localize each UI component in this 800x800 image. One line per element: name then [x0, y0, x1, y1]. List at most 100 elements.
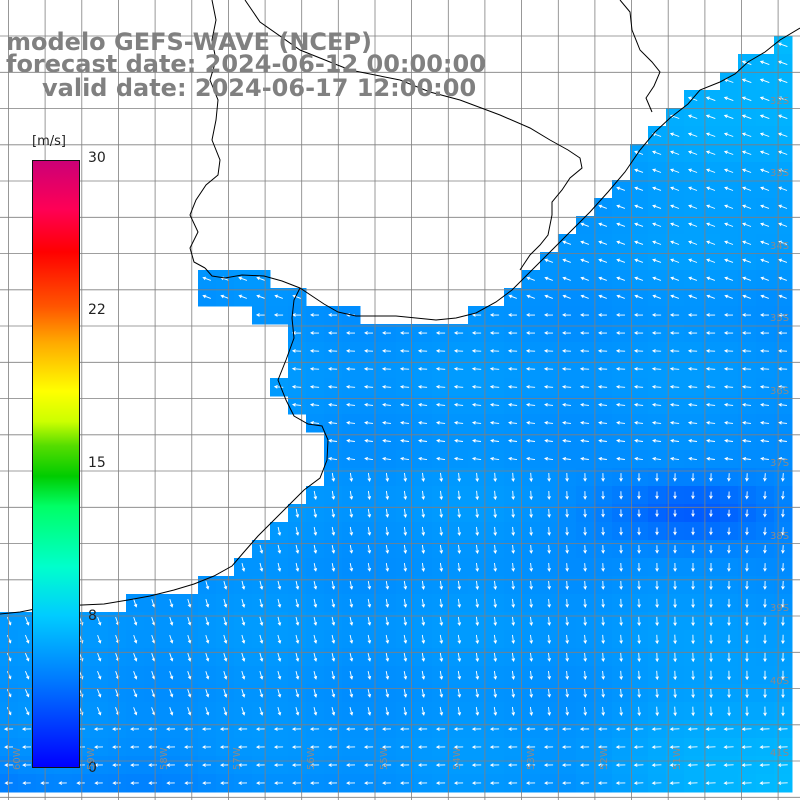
wind-arrow: [511, 706, 516, 716]
wind-arrow: [76, 781, 85, 785]
wind-arrow: [205, 707, 210, 716]
wind-arrow: [133, 707, 138, 716]
wind-arrow: [583, 670, 588, 680]
wind-arrow: [418, 438, 428, 443]
wind-arrow: [421, 688, 426, 698]
wind-arrow: [385, 472, 390, 482]
wind-arrow: [616, 313, 626, 317]
wind-arrow: [759, 385, 770, 389]
wind-arrow: [223, 688, 228, 698]
wind-arrow: [295, 526, 300, 536]
wind-arrow: [655, 580, 659, 591]
wind-arrow: [310, 420, 320, 425]
wind-arrow: [543, 745, 554, 749]
wind-arrow: [130, 745, 140, 749]
wind-arrow: [421, 652, 426, 662]
wind-arrow: [763, 652, 767, 663]
wind-speed-cells: [0, 36, 793, 793]
wind-arrow: [313, 526, 318, 536]
wind-arrow: [489, 402, 500, 407]
wind-arrow: [241, 706, 246, 716]
wind-arrow: [637, 688, 642, 699]
wind-arrow: [652, 132, 662, 137]
wind-arrow: [489, 763, 500, 767]
wind-arrow: [439, 598, 444, 609]
wind-arrow: [309, 745, 320, 749]
wind-arrow: [634, 313, 644, 317]
wind-arrow: [705, 367, 716, 371]
wind-arrow: [511, 634, 516, 645]
wind-arrow: [706, 456, 715, 461]
wind-arrow: [489, 384, 500, 389]
wind-arrow: [616, 186, 626, 191]
wind-arrow: [669, 132, 680, 137]
wind-arrow: [741, 96, 752, 102]
wind-arrow: [241, 634, 246, 644]
wind-arrow: [687, 313, 698, 317]
wind-arrow: [652, 150, 662, 155]
wind-arrow: [543, 763, 554, 767]
wind-arrow: [24, 707, 30, 716]
wind-arrow: [670, 276, 680, 281]
wind-arrow: [385, 526, 390, 536]
wind-arrow: [745, 527, 749, 536]
wind-arrow: [295, 562, 300, 572]
wind-arrow: [327, 727, 338, 731]
wind-arrow: [400, 331, 410, 335]
wind-arrow: [385, 545, 390, 554]
wind-arrow: [97, 634, 102, 644]
wind-arrow: [346, 727, 356, 731]
wind-arrow: [760, 204, 770, 209]
wind-arrow: [763, 706, 767, 717]
wind-arrow: [781, 545, 785, 554]
wind-arrow: [328, 456, 338, 461]
wind-arrow: [364, 349, 374, 353]
wind-arrow: [742, 438, 752, 443]
wind-arrow: [349, 634, 354, 644]
wind-arrow: [705, 745, 716, 749]
wind-arrow: [291, 331, 302, 335]
latitude-label: 38S: [770, 531, 790, 542]
wind-arrow: [637, 652, 641, 663]
wind-arrow: [669, 727, 680, 731]
wind-arrow: [21, 727, 32, 731]
wind-arrow: [763, 688, 767, 699]
wind-arrow: [669, 781, 680, 785]
wind-arrow: [367, 616, 372, 626]
wind-arrow: [525, 349, 536, 353]
latitude-label: 34S: [770, 241, 790, 252]
wind-arrow: [615, 402, 626, 407]
wind-arrow: [381, 385, 392, 389]
wind-arrow: [565, 527, 569, 536]
wind-arrow: [616, 276, 626, 281]
wind-arrow: [544, 331, 554, 335]
wind-arrow: [724, 420, 734, 425]
wind-arrow: [619, 652, 623, 663]
wind-arrow: [778, 240, 788, 245]
wind-arrow: [382, 420, 392, 425]
wind-arrow: [763, 509, 767, 518]
wind-arrow: [745, 670, 749, 681]
wind-arrow: [634, 168, 644, 173]
wind-arrow: [705, 420, 716, 425]
wind-arrow: [562, 331, 572, 335]
wind-arrow: [709, 688, 713, 699]
wind-arrow: [759, 745, 770, 749]
wind-arrow: [688, 438, 698, 443]
wind-arrow: [615, 763, 626, 767]
wind-arrow: [561, 385, 572, 389]
wind-arrow: [723, 745, 734, 749]
wind-arrow: [493, 652, 498, 663]
wind-arrow: [706, 276, 716, 281]
wind-arrow: [511, 670, 516, 680]
wind-arrow: [637, 706, 642, 717]
wind-arrow: [421, 508, 426, 519]
wind-arrow: [669, 313, 680, 317]
wind-arrow: [778, 349, 788, 353]
wind-arrow: [291, 384, 302, 389]
wind-arrow: [616, 438, 626, 443]
wind-arrow: [385, 508, 390, 518]
wind-arrow: [547, 670, 552, 680]
wind-arrow: [295, 688, 300, 698]
wind-arrow: [562, 402, 572, 407]
